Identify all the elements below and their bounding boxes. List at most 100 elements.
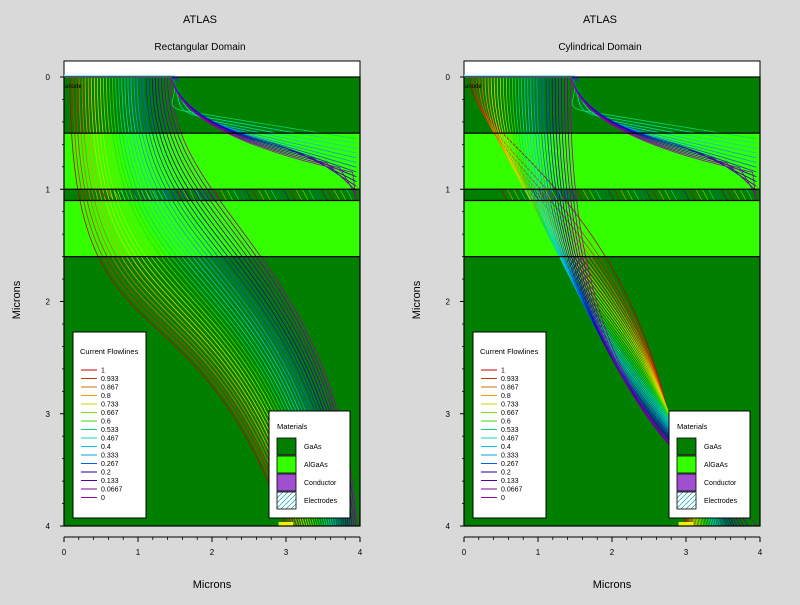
flowline [170,77,357,178]
flowline [525,189,533,201]
flowline [207,189,215,201]
flowline [702,189,709,201]
flowline [563,189,571,201]
legend-title: Current Flowlines [480,347,539,356]
flowline [170,77,357,173]
flowline [169,189,177,201]
legend-level: 0.667 [501,410,519,417]
flowline [588,189,596,201]
y-tick-label: 0 [46,73,51,82]
flowline [251,189,259,201]
y-axis-label: Microns [411,280,423,319]
flowline [314,189,322,201]
air-region [463,60,761,78]
y-tick-label: 3 [446,410,451,419]
flowline [144,189,152,201]
legend-level: 1 [101,368,105,375]
x-tick-label: 1 [136,548,141,557]
panel-cylindrical-domain: ATLAS Cylindrical Domain anode 0 1 2 3 4 0 1 2 3 4 Mi… [411,14,763,591]
flowline [645,189,652,201]
material-swatch-electrodes [676,491,697,510]
y-tick-label: 0 [446,73,451,82]
y-tick-label: 4 [446,522,451,531]
legend-level: 0.0667 [501,487,523,494]
legend-level: 0.467 [101,436,119,443]
materials-title: Materials [677,422,708,431]
flowline [188,189,196,201]
legend-level: 0.667 [101,410,119,417]
y-tick-label: 3 [46,410,51,419]
flowline [339,189,347,201]
flowline [613,189,621,201]
flowline [195,189,202,201]
legend-title: Current Flowlines [80,347,139,356]
flowline [683,189,690,201]
legend-level: 0.533 [501,427,519,434]
material-swatch-conductor [276,473,297,492]
flowline [270,189,278,201]
x-tick-label: 3 [684,548,689,557]
legend-level: 0.467 [501,436,519,443]
legend-level: 0.133 [501,478,519,485]
legend-level: 0.333 [101,453,119,460]
cathode-electrode [278,522,294,526]
material-label: AlGaAs [304,462,328,469]
flowline [513,189,520,201]
flowline [626,189,634,201]
legend-level: 0.6 [101,419,111,426]
anode-corner [571,77,580,83]
flowline [320,189,328,201]
flowline [157,189,164,201]
flowline [695,189,703,201]
y-axis: 0 1 2 3 4 [446,73,464,531]
flowline [720,189,728,201]
legend-level: 0.2 [101,470,111,477]
flowline [727,189,734,201]
flowline [125,189,133,201]
flowline [84,77,299,526]
flowline [170,77,357,168]
flowline [276,189,284,201]
legend-level: 0.267 [101,461,119,468]
x-tick-label: 0 [462,548,467,557]
legend-level: 0 [501,495,505,502]
legend-level: 0.6 [501,419,511,426]
flowline [532,189,539,201]
legend-level: 0.0667 [101,487,123,494]
flowline [657,189,665,201]
flowline [87,77,301,526]
x-axis: 0 1 2 3 4 [62,536,363,557]
flowline [75,77,292,526]
legend-level: 0.867 [101,385,119,392]
region-algaas-3 [464,200,760,257]
legend-level: 0.533 [101,427,119,434]
flowline [676,189,684,201]
panel-rectangular-domain: ATLAS Rectangular Domain anode 0 1 2 3 4 0 1 2 3 4 Mi… [11,14,363,591]
x-tick-label: 3 [284,548,289,557]
flowline [664,189,671,201]
flowline [220,189,227,201]
y-tick-label: 2 [46,298,51,307]
y-axis: 0 1 2 3 4 [46,73,64,531]
material-label: Conductor [304,480,337,487]
flowline [538,189,546,201]
x-tick-label: 2 [610,548,615,557]
flowline [302,189,309,201]
flowline [239,189,246,201]
region-gaas-2 [64,189,360,201]
legend-level: 0.4 [101,444,111,451]
flowline [245,189,252,201]
flowline [595,189,602,201]
region-gaas-2 [464,189,760,201]
flowline [544,189,552,201]
y-tick-label: 2 [446,298,451,307]
y-tick-label: 4 [46,522,51,531]
flowline [257,189,265,201]
flowline [308,189,315,201]
anode-label: anode [65,84,82,90]
flowline [232,189,240,201]
cathode-electrode [678,522,694,526]
flowline [607,189,615,201]
chart-title: Cylindrical Domain [558,42,641,53]
air-region [63,60,361,78]
